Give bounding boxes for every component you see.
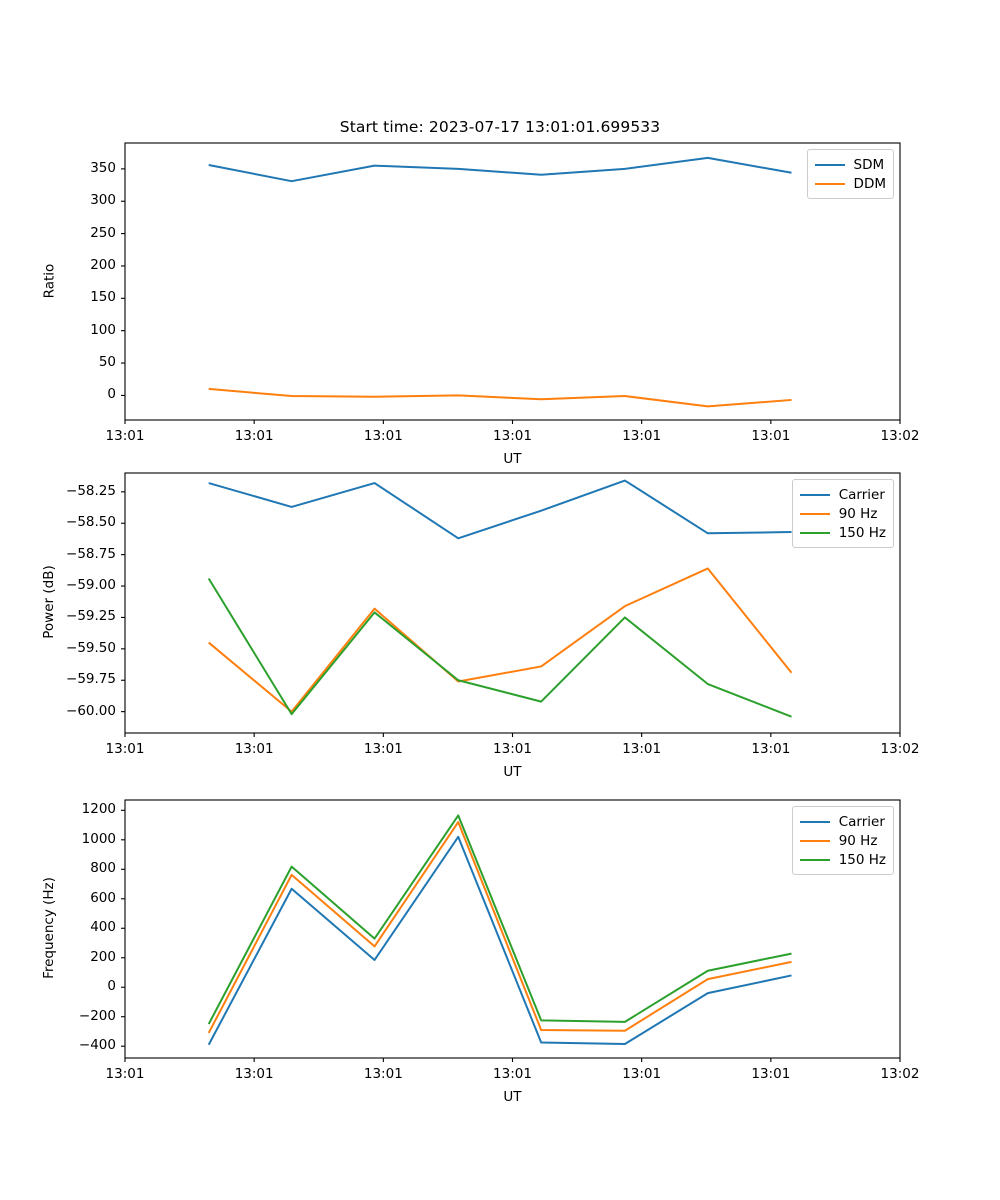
legend-item[interactable]: 150 Hz: [799, 523, 886, 542]
legend-label: 150 Hz: [838, 851, 886, 868]
x-axis-label: UT: [503, 451, 522, 467]
legend-label: Carrier: [838, 486, 885, 503]
y-tick-label: 0: [107, 978, 116, 995]
series-line-carrier: [207, 835, 792, 1046]
legend-label: Carrier: [838, 813, 885, 830]
legend-line-swatch: [799, 531, 830, 534]
x-tick-label: 13:01: [751, 741, 791, 757]
x-tick-label: 13:01: [622, 428, 662, 444]
x-tick-label: 13:01: [234, 741, 274, 757]
y-tick-label: 200: [90, 256, 116, 273]
legend[interactable]: Carrier 90 Hz 150 Hz: [791, 479, 894, 548]
y-tick-label: 600: [90, 889, 116, 906]
legend-line-swatch: [814, 182, 845, 185]
legend-line-swatch: [799, 512, 830, 515]
y-tick-label: 200: [90, 948, 116, 965]
x-tick-label: 13:02: [880, 428, 920, 444]
legend-item[interactable]: 150 Hz: [799, 850, 886, 869]
x-tick-label: 13:01: [751, 428, 791, 444]
y-tick-label: 1000: [81, 830, 116, 847]
x-tick-label: 13:02: [880, 1066, 920, 1082]
series-line-150-hz: [207, 577, 792, 718]
x-tick-label: 13:01: [363, 428, 403, 444]
legend[interactable]: Carrier 90 Hz 150 Hz: [791, 806, 894, 875]
y-tick-label: −60.00: [66, 702, 116, 719]
y-tick-label: −200: [78, 1007, 116, 1024]
y-axis-label: Frequency (Hz): [41, 877, 57, 979]
y-tick-label: 250: [90, 224, 116, 241]
subplot-frequency: −400 −200 0 200 400 600 800 1000 1200 13:01 13:01 1…: [41, 799, 920, 1105]
y-tick-label: −58.25: [66, 482, 116, 499]
y-tick-label: 800: [90, 860, 116, 877]
y-tick-label: 350: [90, 159, 116, 176]
y-tick-label: −59.75: [66, 671, 116, 688]
y-tick-label: 0: [107, 386, 116, 403]
y-tick-label: −59.50: [66, 639, 116, 656]
y-tick-label: 400: [90, 919, 116, 936]
x-tick-label: 13:01: [234, 428, 274, 444]
legend-item[interactable]: DDM: [814, 174, 886, 193]
y-tick-label: −58.50: [66, 514, 116, 531]
x-tick-label: 13:01: [105, 741, 145, 757]
legend-item[interactable]: Carrier: [799, 812, 886, 831]
y-tick-label: 150: [90, 289, 116, 306]
subplot-power: −58.25 −58.50 −58.75 −59.00 −59.25 −59.50 −59.…: [41, 472, 920, 780]
legend-label: 90 Hz: [838, 505, 878, 522]
x-tick-label: 13:01: [493, 741, 532, 757]
legend-item[interactable]: 90 Hz: [799, 831, 886, 850]
y-tick-label: −400: [78, 1037, 116, 1054]
y-tick-label: −59.25: [66, 608, 116, 625]
x-tick-label: 13:01: [105, 428, 145, 444]
x-axis-label: UT: [503, 1089, 522, 1105]
x-tick-label: 13:01: [363, 741, 403, 757]
legend-label: DDM: [853, 175, 886, 192]
y-tick-label: −59.00: [66, 577, 116, 594]
legend-line-swatch: [799, 839, 830, 842]
x-tick-label: 13:01: [751, 1066, 791, 1082]
legend-label: SDM: [853, 156, 885, 173]
legend-item[interactable]: Carrier: [799, 485, 886, 504]
x-tick-label: 13:01: [622, 741, 662, 757]
series-line-sdm: [208, 156, 792, 183]
legend-line-swatch: [799, 493, 830, 496]
y-tick-label: −58.75: [66, 545, 116, 562]
series-line-90-hz: [208, 567, 793, 713]
y-tick-label: 100: [90, 321, 116, 338]
x-tick-label: 13:01: [363, 1066, 403, 1082]
series-line-90-hz: [207, 821, 792, 1034]
legend-line-swatch: [799, 858, 830, 861]
y-tick-label: 50: [98, 354, 116, 371]
legend-line-swatch: [814, 163, 845, 166]
legend[interactable]: SDM DDM: [806, 149, 894, 199]
legend-item[interactable]: SDM: [814, 155, 886, 174]
legend-label: 150 Hz: [838, 524, 886, 541]
x-tick-label: 13:01: [622, 1066, 662, 1082]
y-tick-label: 300: [90, 192, 116, 209]
series-line-150-hz: [207, 814, 792, 1025]
x-tick-label: 13:01: [105, 1066, 145, 1082]
subplot-ratio: 0 50 100 150 200 250 300 350 13:01 13:01 13:01 13:0…: [0, 0, 1000, 467]
legend-item[interactable]: 90 Hz: [799, 504, 886, 523]
series-line-ddm: [208, 387, 792, 408]
x-tick-label: 13:01: [493, 1066, 532, 1082]
x-axis-label: UT: [503, 764, 522, 780]
x-tick-label: 13:01: [234, 1066, 274, 1082]
series-line-carrier: [208, 479, 792, 540]
legend-line-swatch: [799, 820, 830, 823]
legend-label: 90 Hz: [838, 832, 878, 849]
x-tick-label: 13:02: [880, 741, 920, 757]
y-tick-label: 1200: [81, 801, 116, 818]
axes-spine: [124, 799, 901, 1059]
figure-title: Start time: 2023-07-17 13:01:01.699533: [339, 118, 661, 136]
x-tick-label: 13:01: [493, 428, 532, 444]
